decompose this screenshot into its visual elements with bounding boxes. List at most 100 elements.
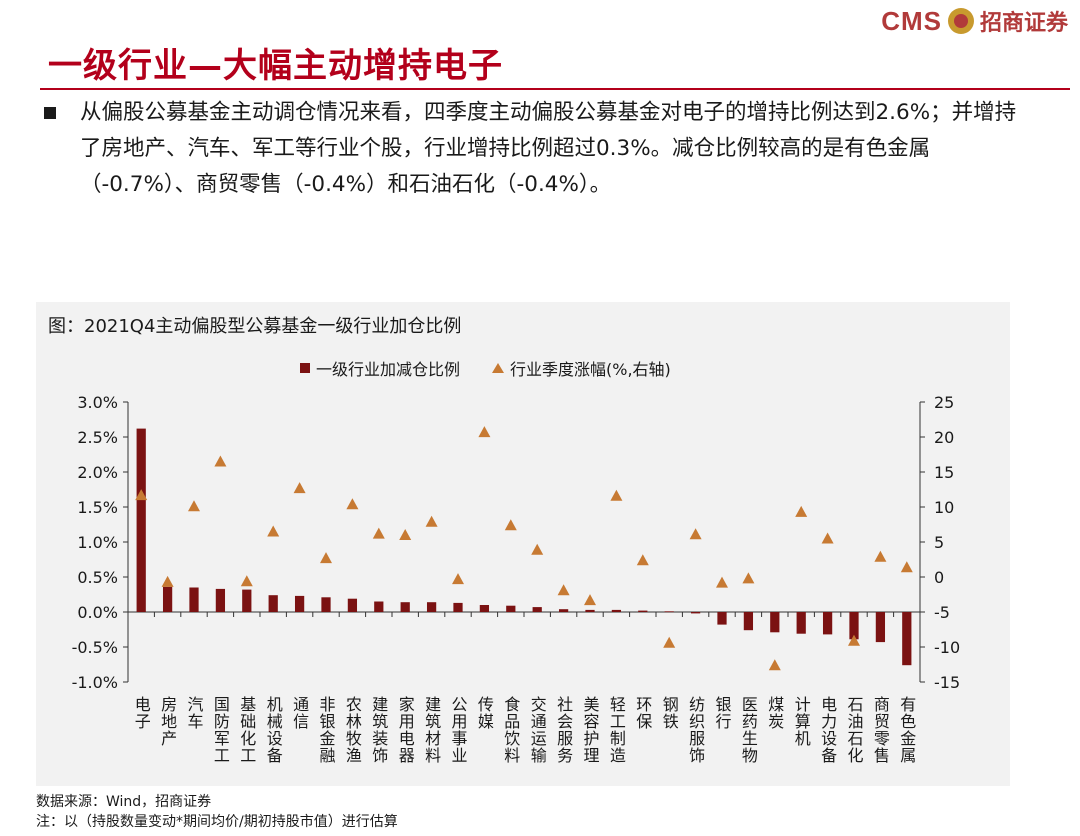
bar [796, 612, 806, 634]
marker [689, 528, 702, 540]
bar [611, 609, 622, 612]
category-label: 房地产 [158, 696, 177, 747]
right-axis-tick-label: 15 [934, 463, 954, 482]
category-label: 社会服务 [554, 696, 573, 764]
brand-text: CMS [881, 5, 942, 36]
category-label: 国防军工 [211, 696, 230, 764]
category-label: 公用事业 [449, 696, 468, 764]
legend-bar-swatch-icon [300, 363, 310, 373]
left-axis-tick-label: -0.5% [72, 638, 118, 657]
right-axis-tick-label: 20 [934, 428, 954, 447]
marker [346, 498, 359, 510]
bar [374, 601, 384, 612]
bar [242, 589, 252, 612]
bullet-text: 从偏股公募基金主动调仓情况来看，四季度主动偏股公募基金对电子的增持比例达到2.6… [80, 100, 1017, 197]
marker [900, 561, 913, 573]
marker [663, 636, 676, 648]
left-axis-tick-label: 0.5% [77, 568, 118, 587]
category-label: 传媒 [475, 696, 494, 730]
marker [267, 525, 280, 537]
left-axis-tick-label: 3.0% [77, 393, 118, 412]
title-divider [40, 88, 1070, 90]
bar [347, 598, 358, 612]
bar [162, 586, 173, 612]
category-label: 通信 [290, 696, 309, 730]
right-axis-tick-label: -10 [934, 638, 960, 657]
marker [504, 519, 517, 531]
bar [558, 609, 569, 612]
category-label: 农林牧渔 [343, 696, 362, 764]
category-label: 交通运输 [528, 696, 547, 764]
left-axis-tick-label: 2.0% [77, 463, 118, 482]
marker [584, 594, 596, 606]
bar [902, 612, 912, 666]
marker [531, 543, 544, 555]
marker [399, 529, 412, 540]
bar [822, 612, 833, 635]
marker [135, 489, 148, 501]
right-axis-tick-label: 25 [934, 393, 954, 412]
category-label: 有色金属 [897, 696, 916, 764]
bullet-paragraph: 从偏股公募基金主动调仓情况来看，四季度主动偏股公募基金对电子的增持比例达到2.6… [44, 95, 1019, 203]
category-label: 非银金融 [317, 696, 336, 764]
category-label: 电力设备 [818, 696, 837, 764]
legend-item-bars: 一级行业加减仓比例 [300, 356, 460, 380]
marker [214, 455, 227, 467]
chart-legend: 一级行业加减仓比例 行业季度涨幅(%,右轴) [300, 356, 671, 380]
brand-name-cn: 招商证券 [979, 10, 1068, 36]
legend-bars-label: 一级行业加减仓比例 [316, 360, 461, 379]
bar [585, 609, 595, 612]
marker [293, 482, 306, 494]
bar [189, 587, 199, 612]
marker [557, 584, 570, 596]
bullet-square-icon [44, 107, 56, 119]
bar-chart: -1.0% -0.5% 0.0% 0.5% 1.0% 1.5% 2.0% 2.5% 3.0% -1… [72, 393, 961, 764]
marker [795, 505, 808, 517]
marker [240, 575, 253, 587]
category-label: 电子 [132, 696, 151, 730]
category-label: 计算机 [792, 696, 811, 747]
category-label: 汽车 [185, 696, 204, 730]
marker [610, 489, 623, 501]
category-label: 纺织服饰 [686, 696, 705, 764]
figure-title: 图：2021Q4主动偏股型公募基金一级行业加仓比例 [48, 316, 462, 337]
right-axis-tick-label: -15 [934, 673, 960, 692]
chart-panel [36, 302, 1010, 786]
marker [821, 532, 834, 544]
legend-markers-label: 行业季度涨幅(%,右轴) [510, 360, 671, 379]
marker [716, 576, 728, 588]
marker [636, 554, 649, 566]
data-source: 数据来源：Wind，招商证券 [36, 794, 212, 810]
bar [506, 605, 516, 612]
right-axis-tick-label: 0 [934, 568, 944, 587]
right-axis-tick-label: -5 [934, 603, 950, 622]
legend-triangle-icon [492, 363, 505, 373]
bar [400, 602, 410, 612]
category-label: 煤炭 [765, 696, 784, 730]
bar [743, 612, 754, 631]
bar [849, 612, 859, 640]
marker [768, 659, 781, 671]
footnote: 注：以（持股数量变动*期间均价/期初持股市值）进行估算 [36, 814, 398, 830]
bar [453, 602, 463, 612]
marker [188, 500, 200, 512]
bar [136, 428, 146, 612]
brand-seal-icon [947, 8, 974, 34]
marker [452, 573, 464, 585]
bar [321, 597, 331, 612]
brand-logo: CMS 招商证券 [881, 4, 1068, 38]
category-label: 银行 [713, 696, 732, 730]
category-label: 家用电器 [396, 696, 415, 764]
category-label: 建筑装饰 [369, 696, 388, 764]
legend-item-markers: 行业季度涨幅(%,右轴) [492, 356, 671, 380]
category-label: 轻工制造 [607, 696, 626, 764]
marker [848, 634, 860, 646]
bar [215, 588, 226, 612]
right-axis-tick-label: 10 [934, 498, 954, 517]
category-label: 环保 [633, 696, 652, 730]
category-label: 基础化工 [237, 696, 256, 764]
category-label: 石油石化 [845, 696, 864, 764]
marker [425, 515, 438, 527]
category-label: 食品饮料 [501, 696, 520, 764]
category-label: 美容护理 [581, 696, 600, 764]
